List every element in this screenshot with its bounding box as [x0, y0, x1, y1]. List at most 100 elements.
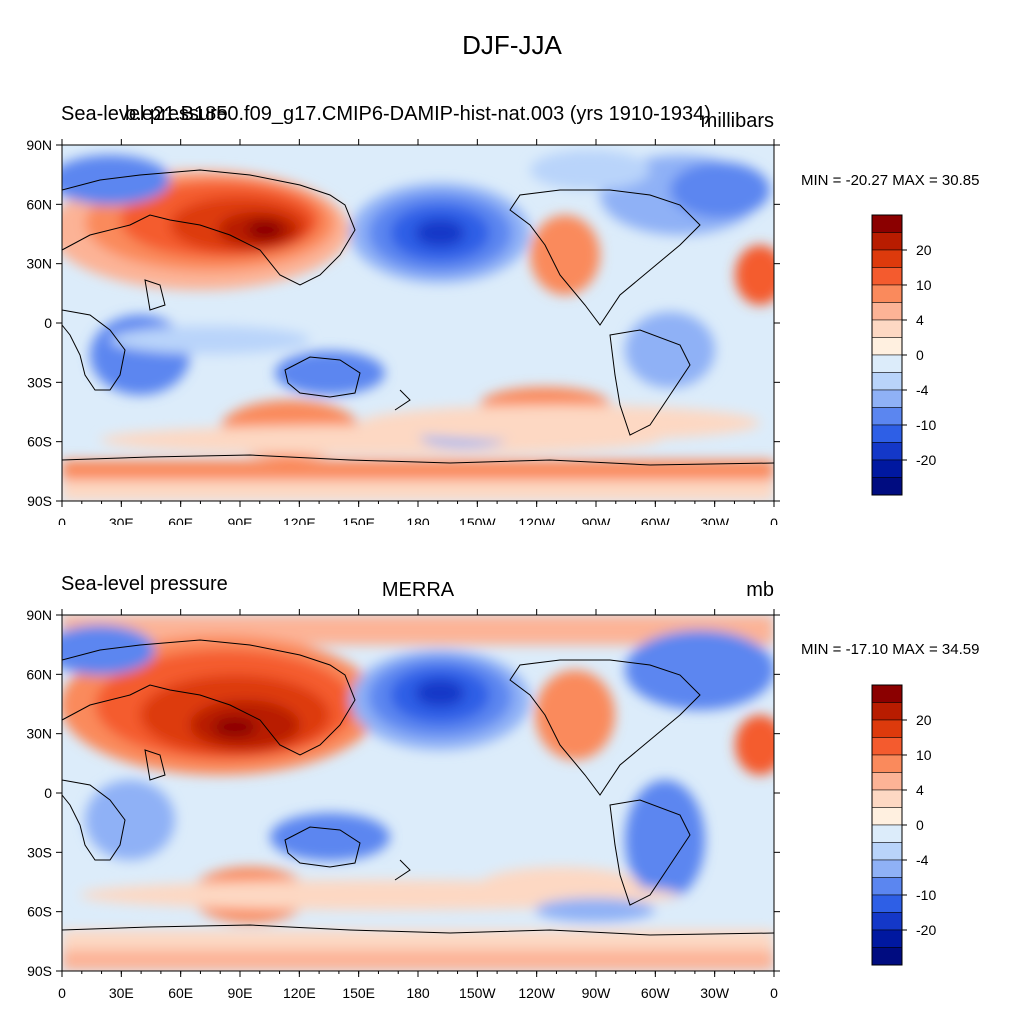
- panel2-lon-tick-label: 30W: [700, 985, 730, 1001]
- panel1-axis-ticks: 90N 60N 30N 0 30S 60S 90S 0 30E 60E 90E 120E 150E 180…: [26, 137, 780, 525]
- panel2-colorbar-swatch: [871, 807, 903, 826]
- panel2-colorbar-label: 20: [916, 712, 932, 728]
- panel2-contour-field: [62, 615, 774, 971]
- panel2-colorbar-swatch: [871, 947, 903, 966]
- panel1-colorbar-label: 4: [916, 312, 924, 328]
- panel2-lon-tick-label: 30E: [109, 985, 134, 1001]
- panel1-lat-tick-label: 90S: [27, 493, 52, 509]
- panel1-colorbar-swatch: [871, 477, 903, 496]
- panel2-colorbar-cells: 20 10 4 0 -4 -10 -20: [871, 684, 936, 966]
- panel2-axis-ticks: 90N 60N 30N 0 30S 60S 90S 0 30E 60E 90E 120E 150E 180…: [26, 607, 780, 1001]
- panel2-coastlines: [62, 639, 774, 936]
- panel1-colorbar-swatch: [871, 389, 903, 408]
- panel1-coastlines: [62, 169, 774, 466]
- panel1-contour-field: [62, 145, 774, 501]
- panel2-lon-tick-label: 0: [770, 985, 778, 1001]
- panel1-colorbar-swatch: [871, 372, 903, 391]
- panel2-colorbar-swatch: [871, 754, 903, 773]
- panel2-colorbar-swatch: [871, 702, 903, 721]
- panel1-colorbar-swatch: [871, 442, 903, 461]
- panel2-lat-tick-label: 60S: [27, 904, 52, 920]
- panel2-lat-tick-label: 90N: [26, 607, 52, 623]
- panel2-colorbar-label: -10: [916, 887, 936, 903]
- panel1-colorbar-label: 20: [916, 242, 932, 258]
- panel2-lon-tick-label: 150W: [459, 985, 496, 1001]
- panel2-colorbar-swatch: [871, 929, 903, 948]
- panel2-colorbar-swatch: [871, 719, 903, 738]
- panel1-lon-tick-label: 120E: [283, 515, 316, 525]
- panel2-colorbar-label: 10: [916, 747, 932, 763]
- panel1-colorbar-label: -10: [916, 417, 936, 433]
- panel1-colorbar-swatch: [871, 267, 903, 286]
- panel2-colorbar-swatch: [871, 859, 903, 878]
- panel2-right-label: mb: [746, 579, 774, 601]
- panel1-right-label: millibars: [700, 110, 774, 132]
- panel2-lon-tick-label: 0: [58, 985, 66, 1001]
- panel1-minmax: MIN = -20.27 MAX = 30.85: [801, 172, 980, 189]
- panel1-colorbar-swatch: [871, 354, 903, 373]
- panel2-colorbar-label: -4: [916, 852, 929, 868]
- panel2-lat-tick-label: 60N: [26, 666, 52, 682]
- panel1-colorbar-swatch: [871, 214, 903, 233]
- panel2-colorbar-swatch: [871, 894, 903, 913]
- panel1-colorbar-swatch: [871, 284, 903, 303]
- panel2-lon-tick-label: 120E: [283, 985, 316, 1001]
- panel2-lon-tick-label: 120W: [518, 985, 555, 1001]
- panel1-map: 90N 60N 30N 0 30S 60S 90S 0 30E 60E 90E 120E 150E 180…: [26, 137, 780, 525]
- panel1-colorbar-label: -20: [916, 452, 936, 468]
- panel2-lon-tick-label: 60W: [641, 985, 671, 1001]
- panel1-colorbar-swatch: [871, 232, 903, 251]
- panel2-colorbar-swatch: [871, 737, 903, 756]
- panel2-colorbar: 20 10 4 0 -4 -10 -20: [871, 684, 936, 966]
- panel2-colorbar-swatch: [871, 684, 903, 703]
- panel1-colorbar-swatch: [871, 337, 903, 356]
- panel1-center-label: b.e21.B1850.f09_g17.CMIP6-DAMIP-hist-nat…: [125, 103, 711, 125]
- panel1-colorbar-swatch: [871, 424, 903, 443]
- panel2-colorbar-label: 4: [916, 782, 924, 798]
- panel1-lat-tick-label: 0: [44, 315, 52, 331]
- panel1-colorbar-swatch: [871, 319, 903, 338]
- panel1-lon-tick-label: 150E: [342, 515, 375, 525]
- panel2-lat-tick-label: 0: [44, 785, 52, 801]
- panel1-lon-tick-label: 60W: [641, 515, 671, 525]
- panel1-lat-tick-label: 30N: [26, 256, 52, 272]
- panel2-colorbar-label: -20: [916, 922, 936, 938]
- panel2-colorbar-swatch: [871, 877, 903, 896]
- panel2-lon-tick-label: 60E: [168, 985, 193, 1001]
- panel1-colorbar-label: 0: [916, 347, 924, 363]
- panel1-colorbar-label: -4: [916, 382, 929, 398]
- panel2-colorbar-swatch: [871, 842, 903, 861]
- panel2-map: 90N 60N 30N 0 30S 60S 90S 0 30E 60E 90E 120E 150E 180…: [26, 607, 780, 1001]
- panel1-colorbar-swatch: [871, 249, 903, 268]
- panel1-lon-tick-label: 60E: [168, 515, 193, 525]
- panel2-colorbar-label: 0: [916, 817, 924, 833]
- panel2-lon-tick-label: 90E: [228, 985, 253, 1001]
- panel1-lon-tick-label: 0: [770, 515, 778, 525]
- panel2-colorbar-swatch: [871, 912, 903, 931]
- panel2-colorbar-swatch: [871, 772, 903, 791]
- panel2-minmax: MIN = -17.10 MAX = 34.59: [801, 641, 980, 658]
- panel1-colorbar: 20 10 4 0 -4 -10 -20: [871, 214, 936, 496]
- panel2-lon-tick-label: 90W: [582, 985, 612, 1001]
- panel2-colorbar-swatch: [871, 824, 903, 843]
- panel1-colorbar-cells: 20 10 4 0 -4 -10 -20: [871, 214, 936, 496]
- panel2-lat-tick-label: 90S: [27, 963, 52, 979]
- panel2-colorbar-swatch: [871, 789, 903, 808]
- panel1-lon-tick-label: 90E: [228, 515, 253, 525]
- panel1-lon-tick-label: 180: [406, 515, 430, 525]
- panel1-lon-tick-label: 30W: [700, 515, 730, 525]
- panel1-colorbar-swatch: [871, 459, 903, 478]
- panel1-lon-tick-label: 30E: [109, 515, 134, 525]
- panel2-lon-tick-label: 150E: [342, 985, 375, 1001]
- panel2-lat-tick-label: 30S: [27, 844, 52, 860]
- panel1-lat-tick-label: 60S: [27, 434, 52, 450]
- panel1-colorbar-label: 10: [916, 277, 932, 293]
- panel1-lon-tick-label: 150W: [459, 515, 496, 525]
- panel1-lon-tick-label: 120W: [518, 515, 555, 525]
- panel1-lat-tick-label: 30S: [27, 374, 52, 390]
- panel1-lat-tick-label: 90N: [26, 137, 52, 153]
- panel1-colorbar-swatch: [871, 302, 903, 321]
- figure-title: DJF-JJA: [462, 30, 562, 60]
- panel1-left-label: Sea-level pressure: [61, 103, 228, 125]
- panel1-lon-tick-label: 0: [58, 515, 66, 525]
